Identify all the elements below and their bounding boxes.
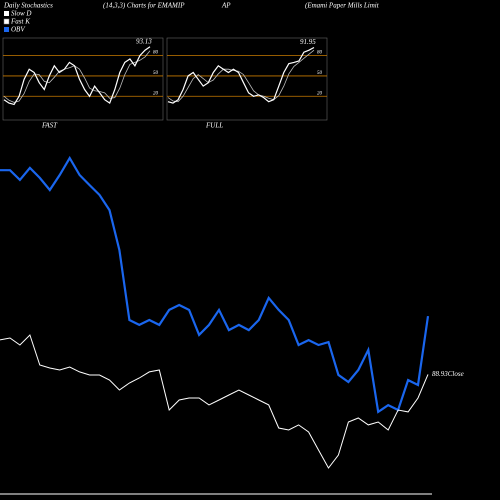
series-line [0, 155, 430, 414]
legend-label: Fast K [10, 18, 30, 26]
legend-swatch [4, 11, 9, 16]
y-tick-label: 20 [317, 91, 323, 96]
panel-title: FAST [41, 122, 58, 130]
panel-frame [2, 37, 164, 121]
series-line [167, 46, 315, 104]
y-tick-label: 50 [153, 71, 159, 76]
y-tick-label: 80 [153, 51, 159, 56]
value-label: 88.93 [432, 370, 448, 378]
value-label: 91.95 [300, 38, 316, 46]
y-tick-label: 80 [317, 51, 323, 56]
chart-title: Daily Stochastics [3, 2, 53, 10]
legend-swatch [3, 18, 10, 25]
series-line [3, 50, 151, 103]
legend-label: OBV [11, 26, 25, 34]
ticker-tail: AP [221, 2, 231, 10]
series-line [167, 49, 315, 103]
series-label: Close [448, 370, 464, 378]
chart-subtitle: (14,3,3) Charts for EMAMIP [103, 2, 185, 10]
legend-label: Slow D [11, 10, 31, 18]
panel-title: FULL [205, 122, 223, 130]
value-label: 93.13 [136, 37, 152, 45]
y-tick-label: 50 [317, 71, 323, 76]
panel-frame [166, 37, 328, 121]
y-tick-label: 20 [153, 91, 159, 96]
legend-swatch [4, 27, 9, 32]
company-name: (Emami Paper Mills Limit [305, 2, 380, 10]
series-line [0, 334, 429, 469]
series-line [3, 46, 151, 106]
